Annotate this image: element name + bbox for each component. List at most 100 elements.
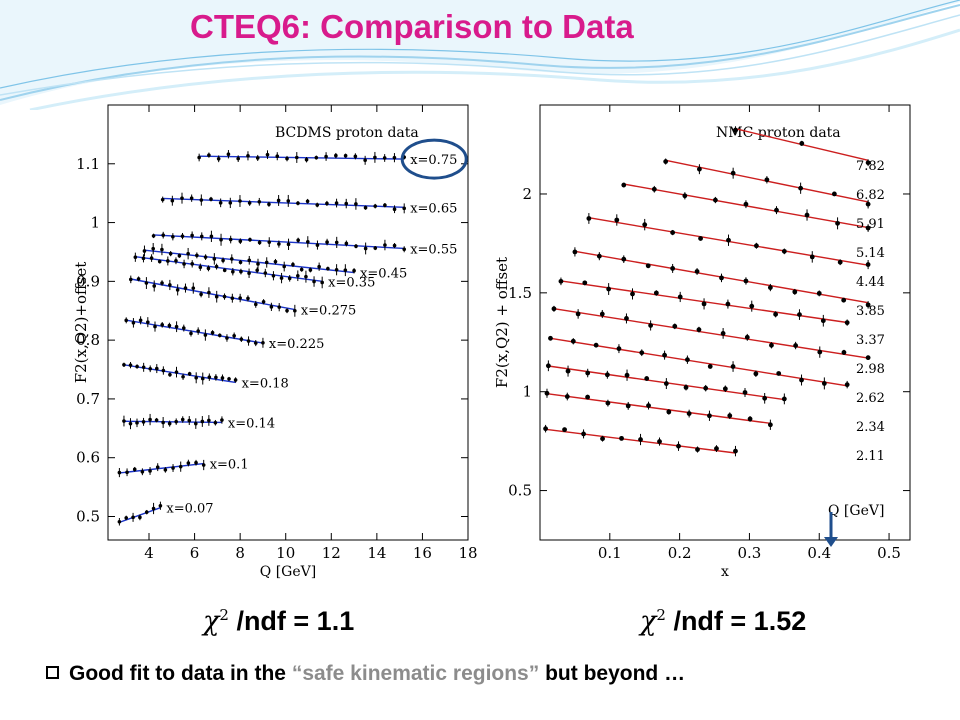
data-point [222,268,227,273]
data-point [352,268,356,273]
data-point [142,249,147,253]
data-point [155,465,160,469]
nmc-chart: 0.1 0.2 0.3 0.4 0.5 0.5 1 1.5 2 NMC proton data x F… [493,104,911,580]
data-point [233,378,238,382]
data-point [247,258,252,263]
series-label: 5.14 [856,246,885,261]
series-label: 2.34 [856,420,885,435]
data-point [174,324,179,329]
data-point [354,244,358,249]
data-point [781,248,787,254]
data-series: x=0.65 [160,192,457,216]
data-point [167,323,172,328]
data-point [392,155,397,160]
data-point [213,420,218,425]
data-point [844,320,850,326]
data-point [299,267,304,272]
chi2-left-label: χ2 /ndf = 1.1 [203,606,354,637]
data-point [315,203,320,207]
data-point [564,394,570,399]
data-point [382,156,387,160]
bcdms-chart: 4 6 8 10 12 14 16 18 0.5 0.6 0.7 0.8 0.9 1 1.1 BCDMS pr… [72,104,478,580]
data-point [171,234,175,239]
data-point [239,269,243,274]
data-point [865,355,871,361]
data-point [230,296,235,300]
fit-line [553,307,869,359]
data-point [604,372,610,378]
data-point [762,395,768,401]
data-point [271,273,276,278]
data-point [279,276,284,280]
data-point [720,330,726,336]
data-point [207,290,211,295]
data-point [174,258,178,263]
data-point [187,418,192,423]
data-point [226,152,231,157]
x-axis-label: x [721,564,729,580]
data-point [296,238,300,243]
data-point [180,417,185,422]
data-point [639,350,645,356]
data-point [831,191,837,197]
data-point [797,312,802,318]
data-series: x=0.55 [151,230,457,257]
series-label: x=0.275 [301,304,356,319]
data-point [733,127,738,133]
data-point [821,381,827,386]
x-tick-label: 6 [190,544,200,562]
data-point [593,342,599,348]
data-point [642,222,648,228]
data-point [212,257,217,261]
data-point [753,371,759,377]
data-point [256,262,260,266]
data-point [663,159,669,164]
data-series: x=0.225 [124,316,324,352]
data-point [304,157,309,162]
data-point [585,394,590,400]
data-point [181,326,186,330]
data-point [606,286,612,292]
y-tick-label: 0.9 [76,272,100,290]
data-point [644,376,650,381]
data-point [160,197,165,202]
data-point [214,264,219,269]
fit-line [119,462,204,474]
x-tick-label: 18 [458,544,477,562]
data-point [581,431,586,437]
data-point [315,243,320,247]
data-point [149,256,154,260]
series-label: x=0.225 [269,337,324,352]
bullet-suffix: but beyond … [539,662,686,685]
series-label: 3.37 [856,333,885,348]
legend-title: Q [GeV] [828,503,884,519]
data-point [189,331,193,336]
series-label: 7.82 [856,159,885,174]
data-point [730,170,736,176]
x-tick-label: 0.1 [598,544,622,562]
data-point [677,294,683,300]
data-series: 6.82 [663,158,885,209]
data-point [157,259,162,264]
data-point [206,266,211,271]
data-point [186,461,191,465]
fit-line [199,155,405,160]
data-point [214,375,218,380]
data-point [238,239,243,244]
series-label: x=0.1 [210,458,249,473]
data-point [227,377,231,381]
data-point [820,318,826,324]
data-point [596,253,602,259]
x-tick-label: 16 [413,544,432,562]
data-point [773,311,779,317]
data-point [186,251,190,256]
data-point [168,372,172,377]
data-point [306,239,310,244]
data-point [247,271,251,276]
data-point [190,233,194,238]
data-point [600,436,605,442]
data-point [277,305,282,309]
data-point [190,262,195,266]
series-label: 3.85 [856,304,885,319]
x-tick-label: 10 [276,544,295,562]
